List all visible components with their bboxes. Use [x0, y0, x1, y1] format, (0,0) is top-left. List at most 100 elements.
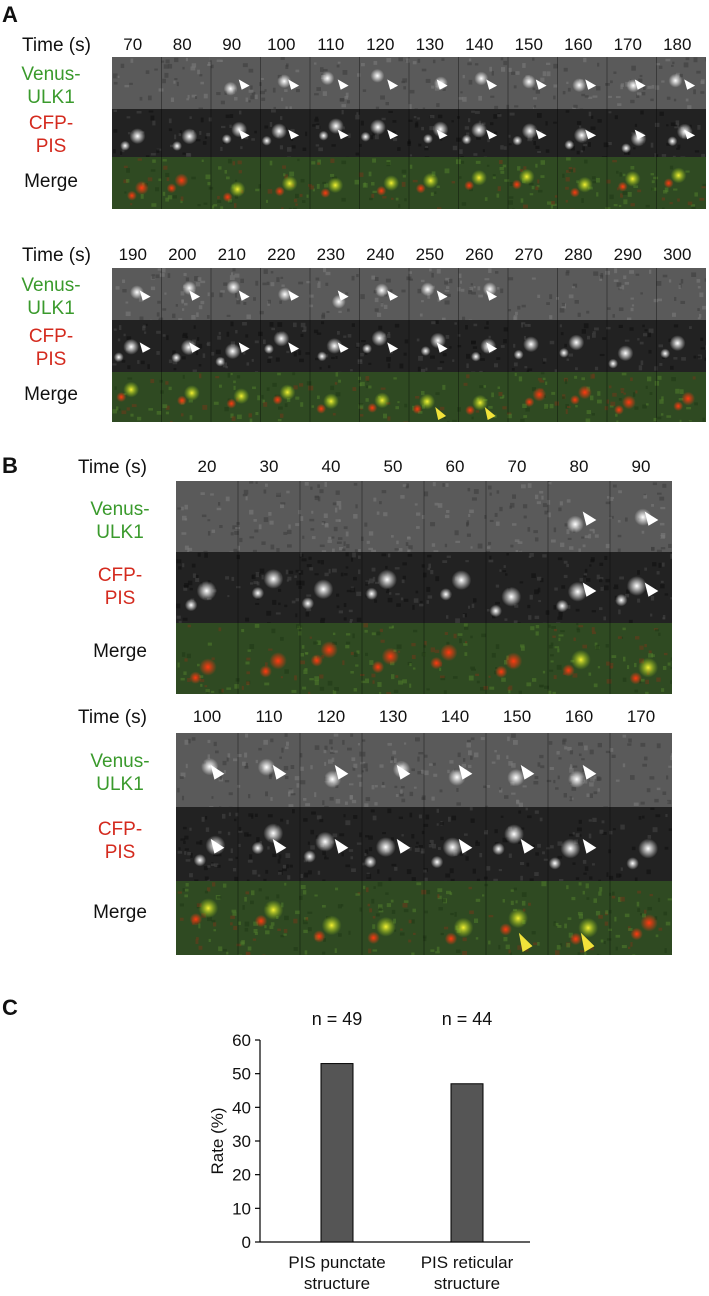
- cfp-pis-line2: PIS: [35, 349, 67, 370]
- time-tick: 80: [172, 35, 192, 54]
- arrowhead-icon: [288, 342, 300, 353]
- venus-ulk1-line2: ULK1: [27, 298, 75, 319]
- cfp-pis-line2: PIS: [35, 136, 67, 157]
- arrowhead-icon: [585, 79, 597, 90]
- venus-ulk1-line2: ULK1: [96, 522, 144, 543]
- arrowhead-icon: [582, 511, 597, 526]
- category-label: PIS reticular: [421, 1253, 514, 1272]
- arrowhead-icon: [334, 838, 349, 854]
- category-label: structure: [304, 1274, 370, 1290]
- yellow-arrowhead-icon: [484, 407, 496, 420]
- bar-chart: 0 10 20 30 40 50 60 Rate (%) n = 49 PIS punctate s…: [190, 1009, 550, 1293]
- time-tick: 120: [316, 707, 346, 726]
- time-tick: 50: [383, 457, 403, 476]
- time-tick: 60: [445, 457, 465, 476]
- arrowhead-icon: [582, 582, 597, 597]
- time-tick: 120: [366, 35, 395, 54]
- time-row-a1: 70 80 90 100 110 120 130 140 150 160 170 180: [108, 35, 704, 59]
- arrowhead-icon: [684, 79, 696, 90]
- arrowhead-icon: [337, 342, 349, 353]
- time-tick: 70: [123, 35, 143, 54]
- bar: [320, 1063, 354, 1243]
- merge-label: Merge: [24, 384, 78, 405]
- time-tick: 130: [415, 35, 444, 54]
- arrowhead-icon: [387, 342, 399, 353]
- arrowhead-icon: [139, 290, 151, 301]
- cfp-pis-label: CFP- PIS: [0, 325, 102, 371]
- time-tick: 280: [564, 245, 593, 264]
- venus-ulk1-label: Venus- ULK1: [0, 274, 102, 320]
- time-row-a2: 190 200 210 220 230 240 250 260 270 280 290 300: [108, 245, 704, 269]
- time-tick: 150: [502, 707, 532, 726]
- arrowhead-icon: [520, 764, 535, 780]
- time-label: Time (s): [22, 35, 91, 56]
- arrowhead-icon: [486, 290, 498, 301]
- venus-ulk1-line2: ULK1: [96, 774, 144, 795]
- arrowhead-icon: [520, 838, 535, 854]
- arrowhead-icon: [272, 764, 287, 780]
- time-tick: 70: [507, 457, 527, 476]
- arrowhead-icon: [337, 79, 349, 90]
- time-tick: 300: [663, 245, 692, 264]
- arrowhead-icon: [189, 342, 201, 353]
- y-tick-label: 40: [232, 1098, 251, 1117]
- panel-label-c: C: [2, 995, 18, 1020]
- y-tick-label: 20: [232, 1166, 251, 1185]
- yellow-arrowhead-icon: [580, 932, 595, 953]
- time-tick: 230: [316, 245, 345, 264]
- y-tick-label: 10: [232, 1199, 251, 1218]
- time-tick: 260: [465, 245, 494, 264]
- n-annotation: n = 49: [312, 1010, 363, 1029]
- arrowhead-icon: [396, 764, 411, 780]
- time-tick: 250: [415, 245, 444, 264]
- micrograph-strip-a1: [112, 57, 706, 209]
- cfp-pis-label: CFP- PIS: [68, 818, 172, 864]
- time-label: Time (s): [22, 245, 91, 266]
- micrograph-strip-b1: [176, 481, 672, 694]
- micrograph-strip-a2: [112, 268, 706, 422]
- micrograph-row: [112, 109, 706, 157]
- cfp-pis-line2: PIS: [104, 588, 136, 609]
- arrowhead-icon: [634, 129, 646, 140]
- y-tick-label: 50: [232, 1065, 251, 1084]
- time-tick: 220: [267, 245, 296, 264]
- category-label: structure: [434, 1274, 500, 1290]
- merge-label: Merge: [93, 641, 147, 662]
- arrowhead-icon: [387, 79, 399, 90]
- time-tick: 90: [222, 35, 242, 54]
- arrowhead-icon: [582, 838, 597, 854]
- arrowhead-icon: [288, 290, 300, 301]
- time-tick: 130: [378, 707, 408, 726]
- time-tick: 160: [564, 35, 593, 54]
- time-tick: 240: [366, 245, 395, 264]
- venus-ulk1-line1: Venus-: [21, 275, 81, 296]
- time-tick: 270: [514, 245, 543, 264]
- time-tick: 140: [440, 707, 470, 726]
- category-label: PIS punctate: [288, 1253, 385, 1272]
- time-tick: 100: [192, 707, 222, 726]
- n-annotation: n = 44: [442, 1010, 493, 1029]
- arrowhead-icon: [436, 290, 448, 301]
- time-tick: 160: [564, 707, 594, 726]
- time-tick: 30: [259, 457, 279, 476]
- time-tick: 100: [267, 35, 296, 54]
- yellow-arrowhead-icon: [435, 407, 447, 420]
- arrowhead-icon: [288, 79, 300, 90]
- merge-label: Merge: [93, 902, 147, 923]
- time-tick: 140: [465, 35, 494, 54]
- venus-ulk1-line1: Venus-: [21, 64, 81, 85]
- arrowhead-icon: [387, 290, 399, 301]
- bar: [450, 1083, 484, 1243]
- micrograph-row: [112, 372, 706, 422]
- arrowhead-icon: [634, 79, 646, 90]
- time-tick: 150: [514, 35, 543, 54]
- arrowhead-icon: [139, 342, 151, 353]
- time-tick: 40: [321, 457, 341, 476]
- arrowhead-icon: [585, 129, 597, 140]
- time-tick: 200: [168, 245, 197, 264]
- arrowhead-icon: [238, 342, 250, 353]
- cfp-pis-line2: PIS: [104, 842, 136, 863]
- cfp-pis-line1: CFP-: [97, 565, 143, 586]
- arrowhead-icon: [535, 79, 547, 90]
- time-tick: 80: [569, 457, 589, 476]
